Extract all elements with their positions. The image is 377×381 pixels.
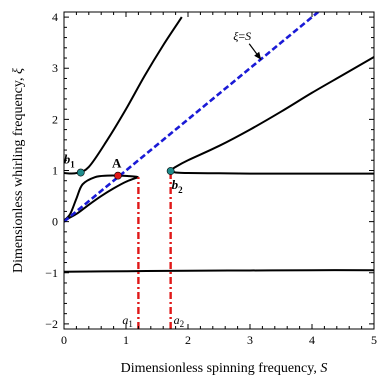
series-line-5 <box>64 269 374 273</box>
x-axis-title: Dimensionless spinning frequency, S <box>121 361 328 376</box>
annotation-a2: a2 <box>174 313 185 329</box>
y-tick-label: 3 <box>52 61 58 75</box>
x-tick-label: 5 <box>371 333 377 347</box>
x-tick-label: 0 <box>61 333 67 347</box>
annotation-group: b1 Ab2 ξ=S a1 a2 <box>64 29 262 329</box>
tick-group: 0 1 2 3 4 5 −2 −1 0 1 2 3 4 <box>45 10 377 347</box>
annotation-xi-equals-s: ξ=S <box>233 29 251 43</box>
y-axis-title-text: Dimensionless whirling frequency, <box>11 74 26 273</box>
y-tick-label: 1 <box>52 164 58 178</box>
marker-b1 <box>76 168 85 177</box>
x-tick-label: 4 <box>309 333 315 347</box>
marker-label-A: A <box>112 156 122 171</box>
plot-area <box>64 12 374 329</box>
series-line-3 <box>170 56 374 172</box>
x-axis-title-symbol: S <box>320 361 327 376</box>
marker-label-b2: b2 <box>172 177 184 195</box>
x-axis-title-text: Dimensionless spinning frequency, <box>121 361 321 376</box>
series-line-0 <box>64 16 183 175</box>
annotation-a1: a1 <box>122 313 132 329</box>
y-tick-label: 2 <box>52 112 58 126</box>
x-tick-label: 3 <box>247 333 253 347</box>
y-tick-label: −2 <box>45 317 58 331</box>
series-line-2 <box>64 176 139 222</box>
plot-frame <box>63 11 375 330</box>
y-tick-label: 4 <box>52 10 58 24</box>
y-axis-title-symbol: ξ <box>11 68 26 74</box>
y-tick-label: −1 <box>45 266 58 280</box>
marker-b2 <box>166 167 175 175</box>
series-line-1 <box>64 174 139 222</box>
series-line-4 <box>170 169 374 175</box>
x-tick-label: 1 <box>123 333 129 347</box>
y-tick-label: 0 <box>52 215 58 229</box>
x-tick-label: 2 <box>185 333 191 347</box>
marker-A <box>114 171 122 180</box>
y-axis-title: Dimensionless whirling frequency, ξ <box>11 68 26 273</box>
series-line-6 <box>64 12 320 223</box>
annotation-arrowhead <box>254 51 262 60</box>
marker-label-b1: b1 <box>64 152 76 170</box>
